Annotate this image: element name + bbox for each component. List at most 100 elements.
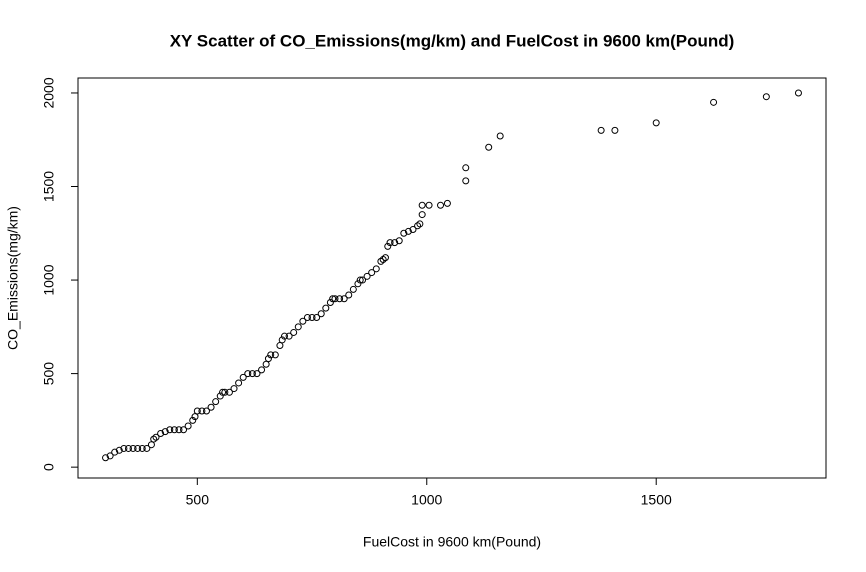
point [262, 360, 270, 368]
point [124, 444, 132, 452]
point [313, 313, 321, 321]
point [115, 446, 123, 454]
point [170, 426, 178, 434]
point [152, 433, 160, 441]
point [281, 332, 289, 340]
point [443, 199, 451, 207]
point [381, 254, 389, 262]
point [161, 428, 169, 436]
point [276, 342, 284, 350]
x-tick-label: 1500 [641, 492, 672, 508]
point [248, 370, 256, 378]
point [134, 444, 142, 452]
point [175, 426, 183, 434]
point [303, 313, 311, 321]
point [340, 295, 348, 303]
point [193, 407, 201, 415]
point [198, 407, 206, 415]
point [359, 276, 367, 284]
y-tick-label: 500 [41, 362, 57, 386]
point [258, 366, 266, 374]
y-tick-label: 1000 [41, 264, 57, 295]
point [363, 272, 371, 280]
point [395, 237, 403, 245]
point [294, 323, 302, 331]
point [652, 119, 660, 127]
point [285, 332, 293, 340]
point [597, 126, 605, 134]
point [221, 388, 229, 396]
point [207, 403, 215, 411]
y-tick-label: 2000 [41, 77, 57, 108]
point [290, 328, 298, 336]
point [235, 379, 243, 387]
point [349, 285, 357, 293]
point [180, 426, 188, 434]
point [111, 448, 119, 456]
point [409, 226, 417, 234]
point [336, 295, 344, 303]
point [794, 89, 802, 97]
point [404, 227, 412, 235]
point [368, 269, 376, 277]
point [271, 351, 279, 359]
point [329, 295, 337, 303]
chart-title: XY Scatter of CO_Emissions(mg/km) and Fu… [170, 31, 735, 50]
point [157, 429, 165, 437]
point [416, 220, 424, 228]
point [120, 444, 128, 452]
point [331, 295, 339, 303]
x-axis-label: FuelCost in 9600 km(Pound) [363, 534, 541, 550]
point [166, 426, 174, 434]
point [386, 239, 394, 247]
point [189, 416, 197, 424]
point [418, 211, 426, 219]
point [143, 444, 151, 452]
point [418, 201, 426, 209]
point [611, 126, 619, 134]
point [462, 177, 470, 185]
y-tick-label: 1500 [41, 171, 57, 202]
point [345, 291, 353, 299]
point [264, 355, 272, 363]
point [384, 242, 392, 250]
point [244, 370, 252, 378]
x-tick-label: 500 [186, 492, 210, 508]
point [267, 351, 275, 359]
y-tick-label: 0 [41, 463, 57, 471]
x-tick-label: 1000 [411, 492, 442, 508]
point [147, 441, 155, 449]
point [308, 313, 316, 321]
point [710, 98, 718, 106]
point [400, 229, 408, 237]
point [278, 336, 286, 344]
point [150, 435, 158, 443]
point [225, 388, 233, 396]
point [496, 132, 504, 140]
point [425, 201, 433, 209]
point [102, 454, 110, 462]
point [219, 388, 227, 396]
point [216, 392, 224, 400]
point [184, 422, 192, 430]
point [326, 299, 334, 307]
y-axis-label: CO_Emissions(mg/km) [5, 206, 21, 350]
point [138, 444, 146, 452]
point [212, 398, 220, 406]
point [106, 452, 114, 460]
point [391, 239, 399, 247]
point [239, 373, 247, 381]
point [414, 222, 422, 230]
point [253, 370, 261, 378]
point [129, 444, 137, 452]
point [462, 164, 470, 172]
point [354, 280, 362, 288]
point [317, 310, 325, 318]
point [202, 407, 210, 415]
point [762, 93, 770, 101]
point [230, 385, 238, 393]
point [322, 304, 330, 312]
point [437, 201, 445, 209]
point [299, 317, 307, 325]
